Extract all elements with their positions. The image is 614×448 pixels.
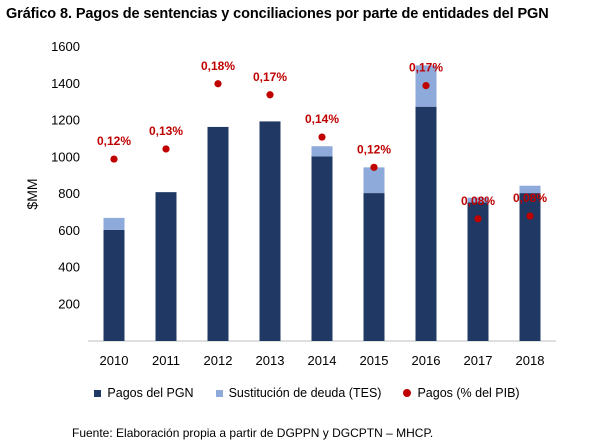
- y-tick-label: 1400: [51, 76, 80, 91]
- bar-pagos-pgn: [311, 156, 333, 341]
- y-tick-label: 1200: [51, 113, 80, 128]
- x-tick-label: 2017: [464, 353, 493, 368]
- chart-title: Gráfico 8. Pagos de sentencias y concili…: [6, 6, 549, 22]
- bar-pagos-pgn: [103, 229, 125, 341]
- bar-sustitucion: [363, 167, 385, 194]
- x-tick-label: 2010: [100, 353, 129, 368]
- bar-pagos-pgn: [519, 193, 541, 341]
- pib-data-label: 0,12%: [357, 142, 391, 156]
- bar-pagos-pgn: [155, 192, 177, 341]
- bar-pagos-pgn: [207, 126, 229, 342]
- y-tick-label: 200: [58, 296, 80, 311]
- x-tick-label: 2011: [152, 353, 180, 368]
- x-tick-label: 2016: [412, 353, 441, 368]
- pib-marker: [370, 163, 378, 171]
- pib-marker: [474, 215, 482, 223]
- bar-pagos-pgn: [363, 193, 385, 341]
- pib-marker: [214, 80, 222, 88]
- legend-swatch-sustitucion: [215, 389, 223, 397]
- x-tick-label: 2015: [360, 353, 389, 368]
- y-tick-label: 400: [58, 260, 80, 275]
- legend-item-pagos-pgn: Pagos del PGN: [94, 386, 194, 400]
- x-tick-label: 2012: [204, 353, 233, 368]
- legend: Pagos del PGN Sustitución de deuda (TES)…: [0, 386, 614, 400]
- y-tick-label: 600: [58, 223, 80, 238]
- pib-data-label: 0,17%: [409, 61, 443, 75]
- pib-data-label: 0,08%: [513, 191, 547, 205]
- pib-marker: [526, 212, 534, 220]
- pib-data-label: 0,18%: [201, 59, 235, 73]
- pib-marker: [110, 155, 118, 163]
- bar-sustitucion: [519, 185, 541, 194]
- y-tick-label: 800: [58, 186, 80, 201]
- x-tick-label: 2014: [308, 353, 337, 368]
- legend-label-pagos-pgn: Pagos del PGN: [107, 386, 194, 400]
- y-tick-label: 1600: [51, 39, 80, 54]
- legend-item-pagos-pib: Pagos (% del PIB): [403, 386, 520, 400]
- pib-data-label: 0,08%: [461, 194, 495, 208]
- y-axis-label: $MM: [24, 178, 40, 209]
- pib-marker: [318, 133, 326, 141]
- pib-data-label: 0,12%: [97, 134, 131, 148]
- pib-marker: [266, 91, 274, 99]
- pib-marker: [422, 81, 430, 90]
- pib-data-label: 0,17%: [253, 70, 287, 84]
- y-tick-label: 1000: [51, 149, 80, 164]
- legend-marker-pagos-pib: [403, 389, 412, 397]
- x-tick-label: 2013: [256, 353, 285, 368]
- pib-data-label: 0,14%: [305, 112, 339, 126]
- pib-data-label: 0,13%: [149, 124, 183, 138]
- legend-item-sustitucion: Sustitución de deuda (TES): [215, 386, 382, 400]
- bar-pagos-pgn: [415, 106, 437, 341]
- bar-pagos-pgn: [467, 202, 489, 341]
- bar-sustitucion: [103, 217, 125, 230]
- legend-label-pagos-pib: Pagos (% del PIB): [417, 386, 520, 400]
- legend-swatch-pagos-pgn: [94, 389, 102, 397]
- pib-marker: [162, 145, 170, 153]
- bar-sustitucion: [467, 197, 489, 203]
- x-tick-label: 2018: [516, 353, 545, 368]
- bar-pagos-pgn: [259, 121, 281, 341]
- source-note: Fuente: Elaboración propia a partir de D…: [72, 426, 434, 440]
- bar-sustitucion: [311, 146, 333, 157]
- legend-label-sustitucion: Sustitución de deuda (TES): [228, 386, 382, 400]
